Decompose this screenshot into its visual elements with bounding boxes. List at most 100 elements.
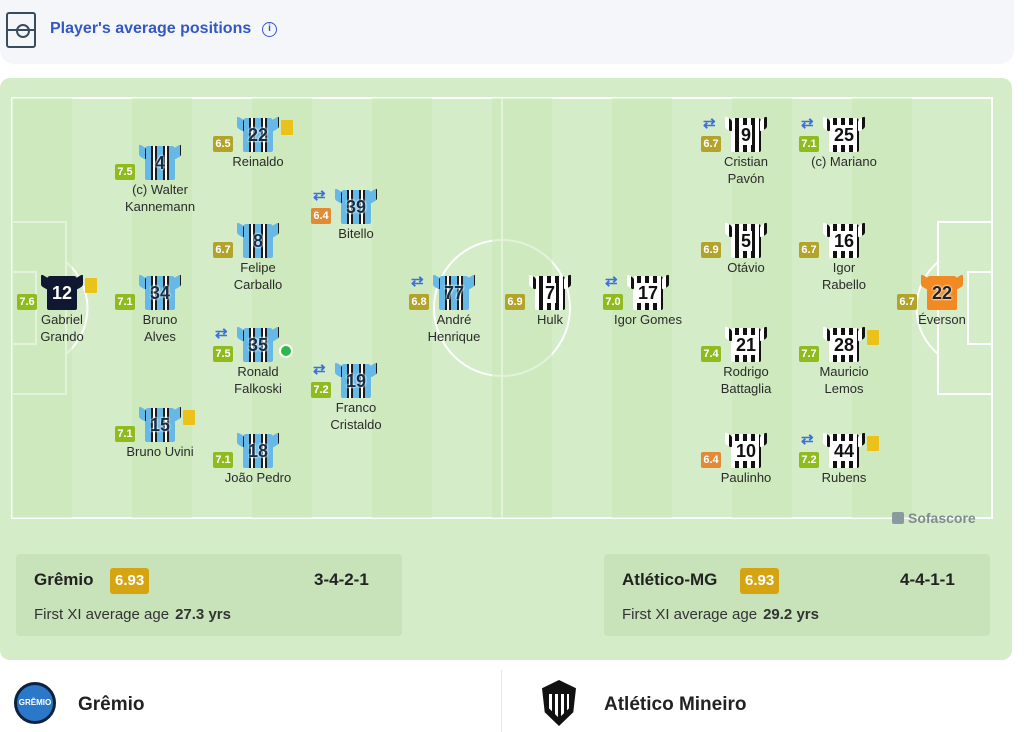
yellow-card-icon — [281, 120, 293, 135]
player-joao-pedro[interactable]: 18 7.1 João Pedro — [198, 434, 318, 485]
player-rating: 6.7 — [213, 242, 233, 258]
jersey-icon: 9 — [731, 118, 761, 152]
player-paulinho[interactable]: 10 6.4 Paulinho — [686, 434, 806, 485]
jersey-icon: 4 — [145, 146, 175, 180]
yellow-card-icon — [183, 410, 195, 425]
player-mariano[interactable]: 25 ⇄ 7.1 (c) Mariano — [784, 115, 904, 169]
jersey-icon: 16 — [829, 224, 859, 258]
jersey-icon: 34 — [145, 276, 175, 310]
player-name: Éverson — [918, 312, 966, 327]
player-igor-rabello[interactable]: 16 6.7 Igor Rabello — [784, 224, 904, 292]
goal-ball-icon — [279, 344, 293, 358]
player-rating: 6.5 — [213, 136, 233, 152]
jersey-icon: 22 — [927, 276, 957, 310]
player-name: Felipe — [240, 260, 276, 275]
player-name: Paulinho — [720, 470, 772, 485]
player-name: João Pedro — [224, 470, 292, 485]
player-name: Franco — [335, 400, 377, 415]
home-team-summary: Grêmio 6.93 3-4-2-1 First XI average age… — [16, 554, 402, 636]
sofascore-watermark: Sofascore — [892, 510, 976, 526]
player-bruno-alves[interactable]: 34 7.1 Bruno Alves — [100, 276, 220, 344]
away-team-link[interactable]: Atlético Mineiro — [604, 694, 747, 715]
player-rating: 7.1 — [213, 452, 233, 468]
yellow-card-icon — [867, 330, 879, 345]
player-rating: 7.0 — [603, 294, 623, 310]
jersey-icon: 44 — [829, 434, 859, 468]
jersey-icon: 17 — [633, 276, 663, 310]
player-rubens[interactable]: 44 ⇄ 7.2 Rubens — [784, 431, 904, 485]
player-name-line2: Pavón — [727, 171, 765, 186]
player-name: Mauricio — [819, 364, 869, 379]
footer-divider — [501, 670, 502, 732]
player-reinaldo[interactable]: 22 6.5 Reinaldo — [198, 118, 318, 169]
yellow-card-icon — [85, 278, 97, 293]
substitution-icon: ⇄ — [703, 115, 716, 132]
atletico-crest-icon[interactable] — [542, 680, 576, 726]
player-name: Reinaldo — [232, 154, 284, 169]
substitution-icon: ⇄ — [313, 361, 326, 378]
player-rating: 6.9 — [505, 294, 525, 310]
player-rating: 7.6 — [17, 294, 37, 310]
player-igor-gomes[interactable]: 17 ⇄ 7.0 Igor Gomes — [588, 273, 708, 327]
jersey-icon: 39 — [341, 190, 371, 224]
player-rating: 6.8 — [409, 294, 429, 310]
team-name: Atlético-MG — [622, 570, 718, 589]
team-rating-badge: 6.93 — [110, 568, 150, 594]
jersey-icon: 25 — [829, 118, 859, 152]
substitution-icon: ⇄ — [313, 187, 326, 204]
substitution-icon: ⇄ — [605, 273, 618, 290]
player-gabriel-grando[interactable]: 12 7.6 Gabriel Grando — [2, 276, 122, 344]
player-name: Bruno Uvini — [126, 444, 194, 459]
player-name: Rubens — [821, 470, 867, 485]
player-name-line2: Grando — [40, 329, 84, 344]
team-formation: 3-4-2-1 — [314, 570, 369, 589]
average-positions-panel: 12 7.6 Gabriel Grando 4 7.5 (c) Walter K… — [0, 78, 1012, 660]
substitution-icon: ⇄ — [801, 115, 814, 132]
player-rating: 7.1 — [799, 136, 819, 152]
player-ronald-falkoski[interactable]: 35 ⇄ 7.5 Ronald Falkoski — [198, 325, 318, 396]
player-rating: 6.4 — [311, 208, 331, 224]
player-bruno-uvini[interactable]: 15 7.1 Bruno Uvini — [100, 408, 220, 459]
player-name: Igor — [832, 260, 856, 275]
jersey-icon: 5 — [731, 224, 761, 258]
substitution-icon: ⇄ — [411, 273, 424, 290]
jersey-icon: 18 — [243, 434, 273, 468]
average-age-label: First XI average age — [34, 606, 170, 623]
average-age: First XI average age 29.2 yrs — [622, 606, 819, 623]
player-everson[interactable]: 22 6.7 Éverson — [882, 276, 1002, 327]
average-age-value: 27.3 yrs — [175, 606, 231, 623]
jersey-icon: 8 — [243, 224, 273, 258]
substitution-icon: ⇄ — [215, 325, 228, 342]
gremio-crest-icon[interactable]: GRÊMIO — [14, 682, 56, 724]
home-team-link[interactable]: Grêmio — [78, 694, 145, 715]
player-rodrigo-battaglia[interactable]: 21 7.4 Rodrigo Battaglia — [686, 328, 806, 396]
player-name: Ronald — [237, 364, 279, 379]
player-rating: 7.2 — [799, 452, 819, 468]
player-felipe-carballo[interactable]: 8 6.7 Felipe Carballo — [198, 224, 318, 292]
player-bitello[interactable]: 39 ⇄ 6.4 Bitello — [296, 187, 416, 241]
jersey-icon: 10 — [731, 434, 761, 468]
player-mauricio-lemos[interactable]: 28 7.7 Mauricio Lemos — [784, 328, 904, 396]
player-rating: 6.7 — [897, 294, 917, 310]
jersey-icon: 35 — [243, 328, 273, 362]
info-icon[interactable]: i — [262, 22, 277, 37]
jersey-icon: 15 — [145, 408, 175, 442]
player-hulk[interactable]: 7 6.9 Hulk — [490, 276, 610, 327]
section-title: Player's average positions — [50, 20, 252, 37]
player-otavio[interactable]: 5 6.9 Otávio — [686, 224, 806, 275]
average-age-label: First XI average age — [622, 606, 758, 623]
jersey-icon: 7 — [535, 276, 565, 310]
player-cristian-pavon[interactable]: 9 ⇄ 6.7 Cristian Pavón — [686, 115, 806, 186]
player-franco-cristaldo[interactable]: 19 ⇄ 7.2 Franco Cristaldo — [296, 361, 416, 432]
player-walter-kannemann[interactable]: 4 7.5 (c) Walter Kannemann — [100, 146, 220, 214]
player-rating: 7.1 — [115, 426, 135, 442]
player-name: Rodrigo — [723, 364, 769, 379]
player-rating: 6.4 — [701, 452, 721, 468]
player-name-line2: Carballo — [233, 277, 283, 292]
player-rating: 7.4 — [701, 346, 721, 362]
player-name: (c) Mariano — [811, 154, 877, 169]
player-name-line2: Kannemann — [124, 199, 196, 214]
jersey-icon: 22 — [243, 118, 273, 152]
player-andre-henrique[interactable]: 77 ⇄ 6.8 André Henrique — [394, 273, 514, 344]
team-name: Grêmio — [34, 570, 94, 589]
